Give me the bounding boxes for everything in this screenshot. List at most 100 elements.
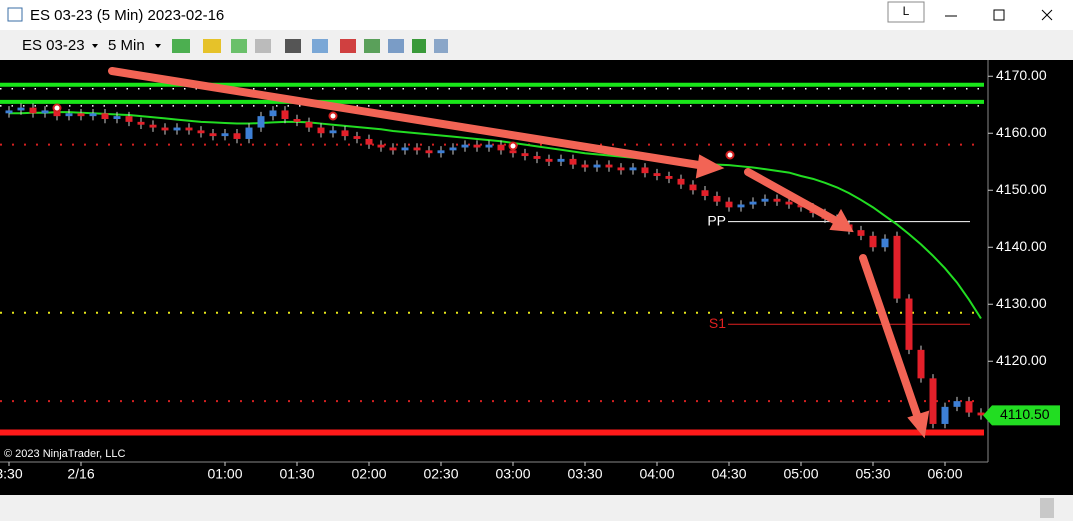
l-button-label[interactable]: L	[903, 4, 910, 18]
candle-body	[641, 167, 649, 174]
y-tick-label: 4150.00	[996, 181, 1047, 197]
candle-body	[509, 150, 517, 154]
candle-body	[629, 167, 637, 171]
candle-body	[137, 121, 145, 125]
swing-marker	[508, 141, 518, 151]
candle-body	[749, 201, 757, 205]
x-tick-label: 03:30	[567, 466, 602, 482]
candle-body	[413, 147, 421, 151]
candle-body	[113, 116, 121, 119]
candle-body	[77, 113, 85, 117]
instrument-selector[interactable]: ES 03-23	[22, 37, 85, 54]
swing-marker	[725, 150, 735, 160]
candle-body	[689, 184, 697, 191]
scroll-thumb[interactable]	[1040, 498, 1054, 518]
candle-body	[161, 127, 169, 131]
x-tick-label: 03:00	[495, 466, 530, 482]
candle-body	[701, 190, 709, 196]
x-tick-label: 01:00	[207, 466, 242, 482]
candle-body	[737, 204, 745, 208]
last-price-label: 4110.50	[1000, 406, 1050, 422]
candle-body	[149, 124, 157, 128]
interval-selector[interactable]: 5 Min	[108, 37, 145, 54]
candle-body	[353, 136, 361, 139]
indicator-button[interactable]	[340, 39, 356, 53]
candle-body	[185, 127, 193, 131]
candle-body	[653, 173, 661, 176]
candle-body	[761, 198, 769, 202]
arrow-head	[829, 208, 854, 233]
x-tick-label: 06:00	[927, 466, 962, 482]
candle-body	[677, 178, 685, 185]
trade-button[interactable]	[412, 39, 426, 53]
candle-body	[893, 235, 901, 299]
swing-marker	[328, 111, 338, 121]
candle-body	[17, 107, 25, 111]
tool-button[interactable]	[231, 39, 247, 53]
candle-body	[977, 412, 985, 416]
candle-body	[65, 113, 73, 117]
toolbar-icons	[172, 39, 448, 53]
properties-button[interactable]	[434, 39, 448, 53]
candle-body	[905, 298, 913, 350]
candle-body	[449, 147, 457, 151]
candle-body	[569, 158, 577, 165]
candle-body	[869, 235, 877, 248]
trend-arrow	[744, 168, 842, 226]
candle-body	[557, 158, 565, 162]
swing-markers	[52, 103, 735, 160]
candle-body	[857, 230, 865, 236]
candle-body	[89, 113, 97, 117]
copyright: © 2023 NinjaTrader, LLC	[4, 448, 125, 460]
x-tick-label: 02:00	[351, 466, 386, 482]
trend-arrow	[859, 254, 922, 422]
candle-body	[581, 164, 589, 168]
candle-body	[269, 110, 277, 117]
x-tick-label: 2/16	[67, 466, 94, 482]
trend-arrow	[108, 67, 709, 170]
candle-body	[173, 127, 181, 131]
template-button[interactable]	[388, 39, 404, 53]
close[interactable]	[1041, 9, 1053, 21]
y-tick-label: 4160.00	[996, 124, 1047, 140]
candle-body	[293, 119, 301, 122]
l-button[interactable]	[887, 1, 925, 23]
candle-body	[881, 238, 889, 248]
dropdown-arrow	[155, 44, 161, 48]
candle-body	[317, 127, 325, 134]
pivot-label: PP	[707, 212, 726, 228]
candle-body	[917, 349, 925, 379]
x-tick-label: 3:30	[0, 466, 23, 482]
dropdown-arrow	[92, 44, 98, 48]
tool-button[interactable]	[255, 39, 271, 53]
candle-body	[101, 113, 109, 119]
x-tick-label: 01:30	[279, 466, 314, 482]
window-title: ES 03-23 (5 Min) 2023-02-16	[30, 7, 224, 24]
candle-body	[365, 138, 373, 145]
candle-body	[245, 127, 253, 139]
candle-body	[665, 176, 673, 179]
candle-body	[773, 198, 781, 202]
candle-body	[725, 201, 733, 208]
candle-body	[953, 401, 961, 407]
maximize[interactable]	[993, 9, 1005, 21]
candle-body	[257, 116, 265, 128]
candle-body	[209, 133, 217, 137]
candle-body	[533, 156, 541, 159]
crosshair-button[interactable]	[285, 39, 301, 53]
y-tick-label: 4170.00	[996, 67, 1047, 83]
x-tick-label: 04:00	[639, 466, 674, 482]
candle-body	[389, 147, 397, 151]
candle-body	[485, 144, 493, 148]
draw-button[interactable]	[203, 39, 221, 53]
chart-style-button[interactable]	[172, 39, 190, 53]
moving-average	[9, 111, 982, 320]
candle-body	[605, 164, 613, 168]
app-icon	[7, 7, 23, 22]
zoom-button[interactable]	[312, 39, 328, 53]
scrollbar[interactable]	[0, 495, 1073, 521]
y-tick-label: 4140.00	[996, 238, 1047, 254]
strategy-button[interactable]	[364, 39, 380, 53]
